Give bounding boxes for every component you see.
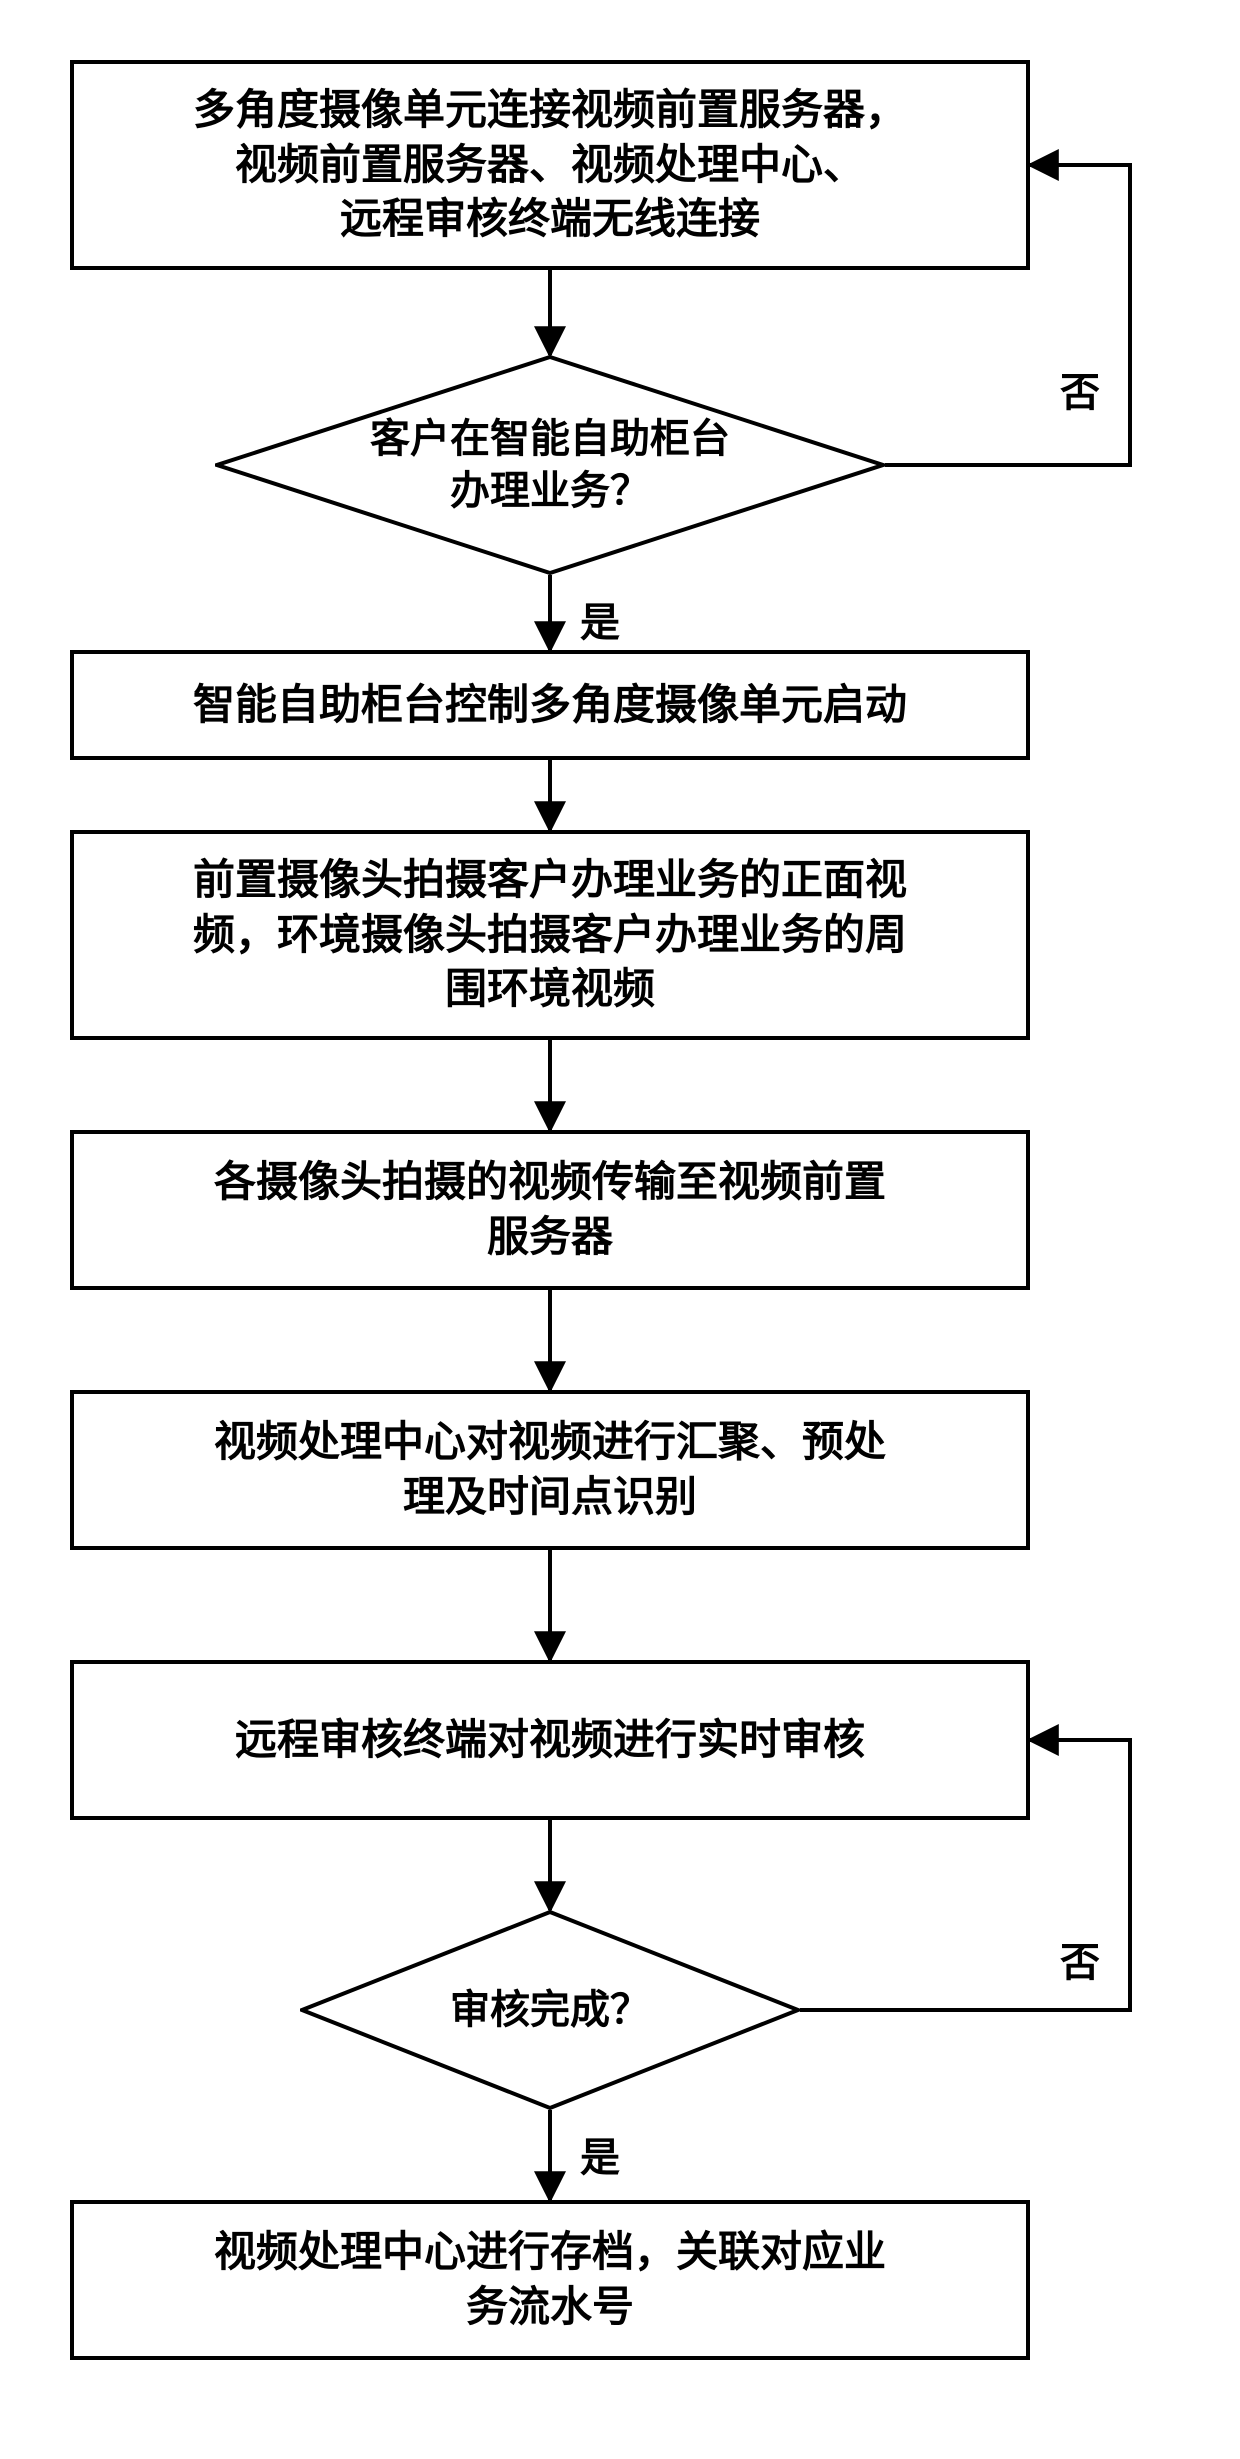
flow-edge-label: 否 (1060, 1930, 1100, 1988)
flow-node-text: 各摄像头拍摄的视频传输至视频前置 服务器 (214, 1155, 886, 1264)
flow-node-n6: 远程审核终端对视频进行实时审核 (70, 1660, 1030, 1820)
flow-node-n5: 视频处理中心对视频进行汇聚、预处 理及时间点识别 (70, 1390, 1030, 1550)
flow-node-n4: 各摄像头拍摄的视频传输至视频前置 服务器 (70, 1130, 1030, 1290)
flow-node-n3: 前置摄像头拍摄客户办理业务的正面视 频，环境摄像头拍摄客户办理业务的周 围环境视… (70, 830, 1030, 1040)
flow-node-n1: 多角度摄像单元连接视频前置服务器， 视频前置服务器、视频处理中心、 远程审核终端… (70, 60, 1030, 270)
flow-node-text: 远程审核终端对视频进行实时审核 (235, 1713, 865, 1768)
flow-decision-d2: 审核完成？ (300, 1910, 800, 2110)
flow-node-text: 智能自助柜台控制多角度摄像单元启动 (193, 678, 907, 733)
flow-decision-text: 客户在智能自助柜台 办理业务？ (215, 355, 885, 575)
flow-node-n2: 智能自助柜台控制多角度摄像单元启动 (70, 650, 1030, 760)
flow-node-n7: 视频处理中心进行存档，关联对应业 务流水号 (70, 2200, 1030, 2360)
flow-edge-label: 是 (580, 590, 620, 648)
flow-decision-d1: 客户在智能自助柜台 办理业务？ (215, 355, 885, 575)
flow-edge-label: 是 (580, 2125, 620, 2183)
flow-node-text: 多角度摄像单元连接视频前置服务器， 视频前置服务器、视频处理中心、 远程审核终端… (193, 83, 907, 247)
flow-edge-label: 否 (1060, 360, 1100, 418)
flowchart-canvas: 多角度摄像单元连接视频前置服务器， 视频前置服务器、视频处理中心、 远程审核终端… (0, 0, 1240, 2459)
flow-node-text: 视频处理中心对视频进行汇聚、预处 理及时间点识别 (214, 1415, 886, 1524)
flow-decision-text: 审核完成？ (300, 1910, 800, 2110)
flow-node-text: 视频处理中心进行存档，关联对应业 务流水号 (214, 2225, 886, 2334)
flow-node-text: 前置摄像头拍摄客户办理业务的正面视 频，环境摄像头拍摄客户办理业务的周 围环境视… (193, 853, 907, 1017)
